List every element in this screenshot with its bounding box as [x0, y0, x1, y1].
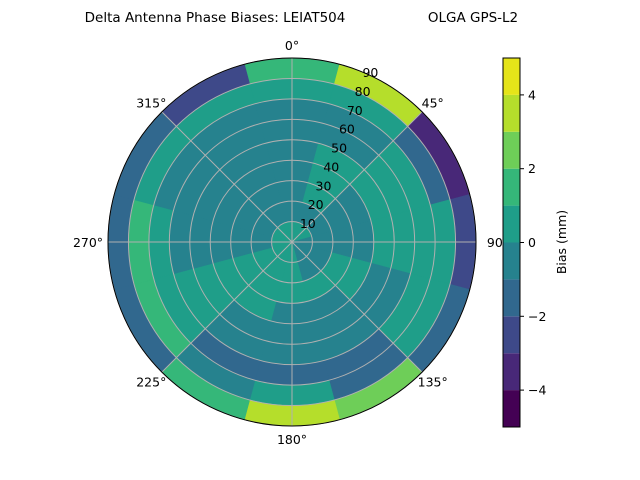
theta-tick-label: 0°	[285, 38, 299, 53]
colorbar-band	[503, 390, 520, 427]
colorbar-band	[503, 94, 520, 132]
colorbar-band	[503, 316, 520, 354]
colorbar-band	[503, 242, 520, 280]
chart-title-right: OLGA GPS-L2	[428, 10, 518, 26]
r-tick-labels: 10 20 30 40 50 60 70 80 90	[300, 65, 379, 231]
theta-tick-label: 315°	[136, 96, 166, 111]
colorbar-tick-label: −4	[528, 383, 546, 398]
r-tick-label: 30	[316, 178, 332, 193]
r-tick-label: 50	[331, 141, 347, 156]
colorbar-tick-label: 2	[528, 161, 536, 176]
theta-gridline	[291, 241, 423, 373]
theta-gridline	[161, 111, 293, 243]
colorbar-tick-label: 4	[528, 87, 536, 102]
colorbar-tick-label: 0	[528, 235, 536, 250]
colorbar-band	[503, 131, 520, 169]
colorbar-band	[503, 168, 520, 206]
theta-gridline	[291, 111, 423, 243]
colorbar-band	[503, 205, 520, 243]
polar-grid	[107, 57, 477, 427]
theta-tick-label: 270°	[73, 235, 103, 250]
theta-tick-label: 45°	[422, 96, 444, 111]
theta-tick-label: 180°	[277, 432, 307, 447]
colorbar: −4 −2 0 2 4	[502, 57, 546, 428]
r-tick-label: 10	[300, 216, 316, 231]
theta-tick-label: 135°	[418, 374, 448, 389]
colorbar-band	[503, 279, 520, 317]
colorbar-tick-label: −2	[528, 309, 546, 324]
theta-tick-labels: 0°45°90°135°180°225°270°315°	[73, 38, 509, 447]
r-tick-label: 20	[308, 197, 324, 212]
polar-frame	[107, 57, 477, 427]
r-tick-label: 60	[339, 122, 355, 137]
colorbar-band	[503, 58, 520, 95]
theta-gridline	[161, 241, 293, 373]
theta-tick-label: 225°	[136, 374, 166, 389]
colorbar-band	[503, 353, 520, 391]
chart-title: Delta Antenna Phase Biases: LEIAT504	[85, 10, 346, 26]
r-tick-label: 40	[323, 159, 339, 174]
r-tick-label: 70	[347, 103, 363, 118]
r-tick-label: 80	[355, 84, 371, 99]
colorbar-label: Bias (mm)	[554, 210, 569, 274]
r-tick-label: 90	[362, 65, 378, 80]
